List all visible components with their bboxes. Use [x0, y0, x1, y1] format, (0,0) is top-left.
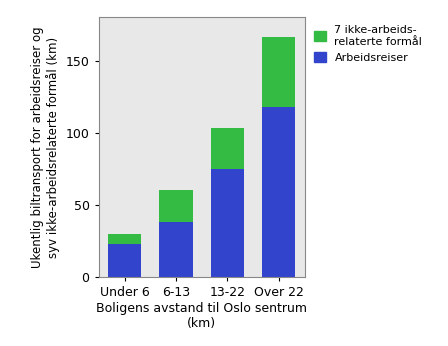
X-axis label: Boligens avstand til Oslo sentrum
(km): Boligens avstand til Oslo sentrum (km): [96, 302, 307, 330]
Bar: [262, 37, 295, 107]
Bar: [159, 222, 193, 277]
Bar: [211, 128, 244, 169]
Bar: [108, 234, 141, 244]
Bar: [108, 244, 141, 277]
Legend: 7 ikke-arbeids-
relaterte formål, Arbeidsreiser: 7 ikke-arbeids- relaterte formål, Arbeid…: [312, 23, 425, 65]
Bar: [262, 107, 295, 277]
Bar: [159, 190, 193, 222]
Bar: [211, 169, 244, 277]
Y-axis label: Ukentlig biltransport for arbeidsreiser og
syv ikke-arbeidsrelaterte formål (km): Ukentlig biltransport for arbeidsreiser …: [31, 26, 60, 268]
